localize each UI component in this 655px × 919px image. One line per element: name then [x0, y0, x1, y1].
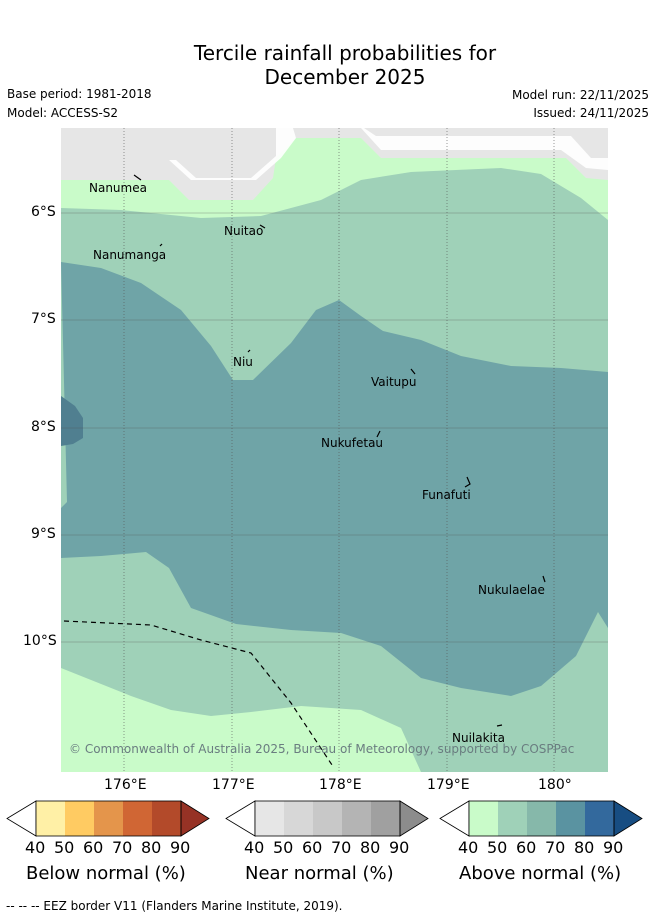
colorbar-tick-label: 40 [244, 838, 265, 857]
colorbar-tick-label: 50 [273, 838, 294, 857]
colorbar-swatch [284, 801, 313, 836]
place-label-nukufetau: Nukufetau [321, 436, 384, 450]
colorbar-tick-label: 60 [302, 838, 323, 857]
lon-label-176e: 176°E [104, 777, 147, 793]
lon-label-179e: 179°E [427, 777, 470, 793]
island-marks [133, 174, 546, 727]
colorbar-swatch [498, 801, 527, 836]
map-panel[interactable] [61, 128, 608, 772]
colorbar-tick-label: 70 [545, 838, 566, 857]
colorbar-min-extend [225, 800, 256, 837]
colorbar-swatch [36, 801, 65, 836]
place-label-vaitupu: Vaitupu [371, 375, 417, 389]
colorbar-swatch [342, 801, 371, 836]
colorbar-tick-label: 50 [54, 838, 75, 857]
colorbar-tick-label: 60 [83, 838, 104, 857]
colorbar-swatch [313, 801, 342, 836]
below-normal-colorbar-label: Below normal (%) [26, 863, 186, 884]
colorbar-outline [254, 800, 401, 837]
colorbar-min-extend [6, 800, 37, 837]
colorbar-swatch [371, 801, 400, 836]
issued-date: Issued: 24/11/2025 [533, 106, 649, 120]
colorbar-tick-label: 40 [458, 838, 479, 857]
colorbar-swatch [469, 801, 498, 836]
copyright-notice: © Commonwealth of Australia 2025, Bureau… [69, 742, 575, 756]
eez-gap-strip-2 [361, 128, 608, 170]
colorbar-swatch [94, 801, 123, 836]
colorbar-tick-label: 70 [112, 838, 133, 857]
eez-footnote: -- -- -- EEZ border V11 (Flanders Marine… [6, 899, 343, 913]
lat-label-7s: 7°S [31, 311, 56, 327]
colorbar-tick-label: 60 [516, 838, 537, 857]
above-normal-colorbar-label: Above normal (%) [459, 863, 622, 884]
graticule-lat [61, 212, 608, 643]
colorbar-swatch [152, 801, 181, 836]
lon-label-180: 180° [538, 777, 572, 793]
map-title-line1: Tercile rainfall probabilities for [193, 41, 497, 65]
above-60-region [61, 262, 608, 696]
model-run-date: Model run: 22/11/2025 [511, 88, 649, 102]
colorbar-swatch [527, 801, 556, 836]
base-period: Base period: 1981-2018 [7, 87, 152, 101]
colorbar-tick-label: 80 [360, 838, 381, 857]
lon-label-178e: 178°E [319, 777, 362, 793]
colorbar-swatch [556, 801, 585, 836]
colorbar-tick-label: 70 [331, 838, 352, 857]
colorbar-tick-label: 90 [603, 838, 624, 857]
colorbar-max-extend [613, 800, 643, 837]
below-normal-colorbar [6, 800, 210, 837]
eez-border-line [63, 620, 335, 769]
place-label-niu: Niu [233, 355, 253, 369]
colorbar-tick-label: 80 [574, 838, 595, 857]
colorbar-swatch [123, 801, 152, 836]
lat-label-9s: 9°S [31, 526, 56, 542]
colorbar-min-extend [439, 800, 470, 837]
place-label-funafuti: Funafuti [422, 488, 471, 502]
near-normal-colorbar-label: Near normal (%) [245, 863, 394, 884]
colorbar-max-extend [180, 800, 210, 837]
above-70-region [61, 396, 83, 446]
place-label-nuitao: Nuitao [224, 224, 264, 238]
colorbar-outline [468, 800, 615, 837]
near-normal-colorbar [225, 800, 429, 837]
lat-label-10s: 10°S [23, 633, 57, 649]
colorbar-tick-label: 50 [487, 838, 508, 857]
graticule [123, 128, 555, 772]
map-canvas [61, 128, 608, 772]
lon-label-177e: 177°E [212, 777, 255, 793]
colorbar-swatch [255, 801, 284, 836]
above-normal-colorbar [439, 800, 643, 837]
colorbar-swatch [585, 801, 614, 836]
place-label-nanumanga: Nanumanga [93, 248, 167, 262]
colorbar-max-extend [399, 800, 429, 837]
colorbar-tick-label: 80 [141, 838, 162, 857]
colorbar-outline [35, 800, 182, 837]
model-name: Model: ACCESS-S2 [7, 106, 119, 120]
colorbar-swatch [65, 801, 94, 836]
eez-gap-strip [169, 128, 296, 180]
place-label-nuilakita: Nuilakita [452, 731, 505, 745]
map-title-line2: December 2025 [264, 65, 426, 89]
lat-label-8s: 8°S [31, 419, 56, 435]
colorbar-tick-label: 40 [25, 838, 46, 857]
colorbar-tick-label: 90 [389, 838, 410, 857]
lat-label-6s: 6°S [31, 204, 56, 220]
colorbar-tick-label: 90 [170, 838, 191, 857]
place-label-nukulaelae: Nukulaelae [478, 583, 545, 597]
place-label-nanumea: Nanumea [89, 181, 147, 195]
